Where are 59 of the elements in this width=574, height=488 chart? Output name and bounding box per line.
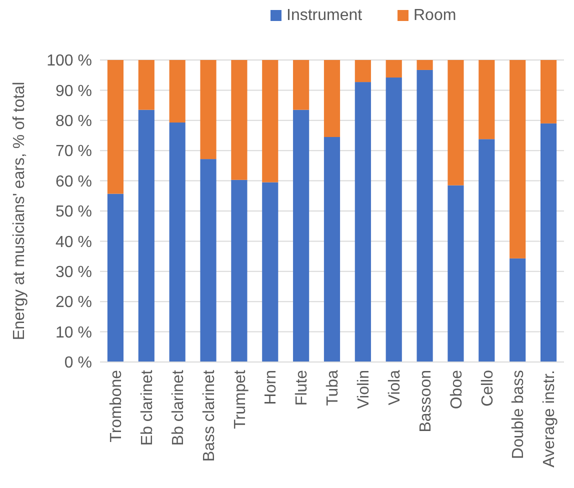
bar [416,70,433,362]
bar [324,137,340,362]
x-tick-label: Trombone [108,370,126,442]
y-tick-label: 20 % [56,294,92,312]
bar [510,60,526,258]
bar [540,60,557,124]
x-tick-label: Double bass [510,370,528,459]
y-tick-label: 10 % [56,324,92,342]
x-tick-label: Horn [262,370,280,405]
bar [448,185,464,362]
bar [448,60,464,186]
bar [293,110,310,362]
bar [200,159,216,362]
bar [478,139,495,362]
bar [107,194,124,362]
y-tick-label: 40 % [56,234,92,251]
y-tick-label: 100 % [46,52,92,70]
x-tick-label: Bb clarinet [170,369,187,446]
x-tick-label: Violin [356,370,373,409]
bar [200,60,216,160]
x-tick-label: Bassoon [417,370,434,432]
y-tick-label: 50 % [56,204,92,221]
bar [107,60,124,194]
legend-label: Instrument [286,7,363,24]
x-tick-label: Flute [294,370,311,406]
y-tick-label: 60 % [56,173,92,190]
bar [386,60,402,78]
y-axis-title: Energy at musicians' ears, % of total [11,82,28,340]
x-tick-label: Tuba [324,370,342,406]
x-tick-label: Viola [386,370,404,406]
bar [169,60,186,123]
bar [169,122,186,362]
bar [510,258,526,362]
bar [478,60,495,140]
x-tick-label: Eb clarinet [139,369,156,446]
bar [231,180,248,362]
bar [138,110,154,362]
bar [138,60,154,110]
x-tick-label: Oboe [448,370,466,410]
y-tick-label: 90 % [56,82,92,100]
x-tick-label: Bass clarinet [200,369,218,462]
y-tick-label: 80 % [56,113,92,130]
bar [293,60,310,110]
x-tick-label: Average instr. [541,370,558,468]
bar [262,60,278,182]
bar [354,82,371,362]
bar [324,60,340,138]
y-tick-label: 0 % [64,354,92,372]
bar [540,123,557,362]
x-tick-label: Cello [479,370,496,406]
x-tick-label: Trumpet [232,369,249,429]
bar [262,182,278,362]
legend-label: Room [414,7,456,24]
bar [386,78,402,362]
bar [354,60,371,82]
bar [231,60,248,180]
y-tick-label: 30 % [56,264,92,281]
y-tick-label: 70 % [56,143,92,160]
bar [416,60,433,70]
